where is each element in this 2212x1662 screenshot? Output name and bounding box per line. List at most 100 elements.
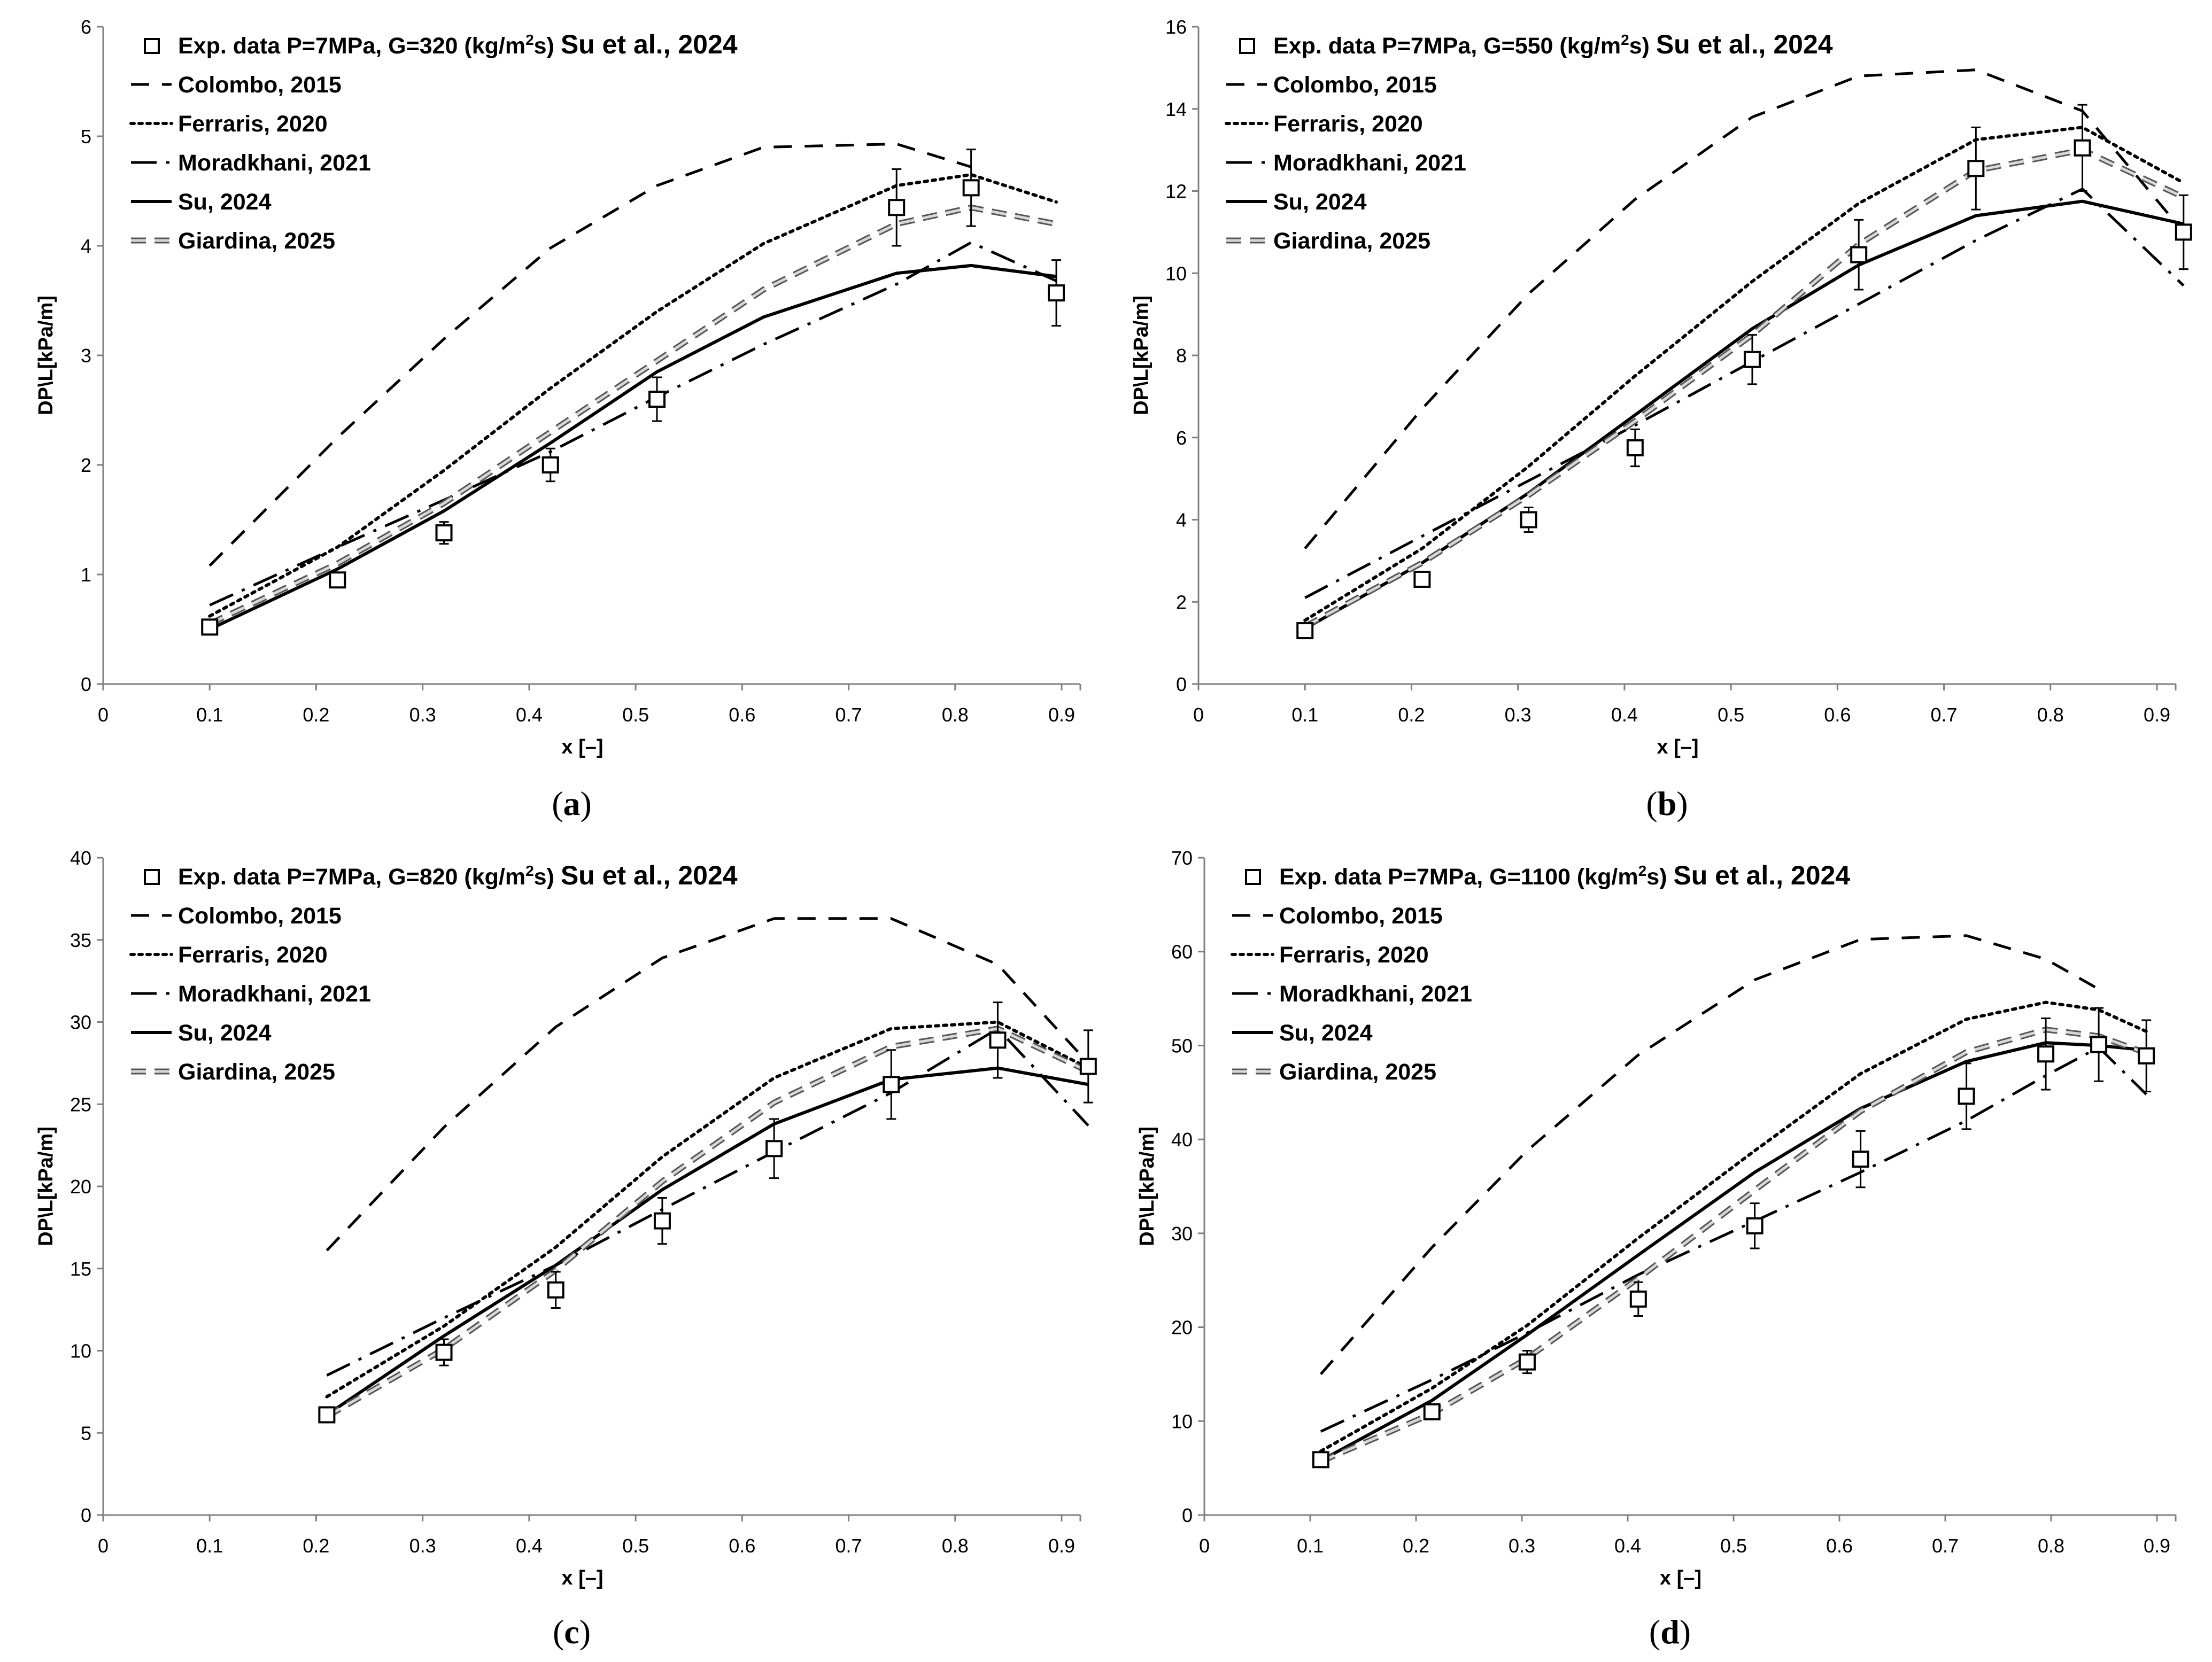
series-line-moradkhani bbox=[326, 1027, 1089, 1377]
legend-label-giardina: Giardina, 2025 bbox=[178, 1059, 335, 1085]
legend-marker-exp bbox=[1245, 869, 1261, 885]
x-axis-title: x [–] bbox=[561, 736, 603, 758]
exp-data-point bbox=[2074, 139, 2091, 157]
x-tick-label: 0.5 bbox=[1720, 1535, 1747, 1557]
y-tick-label: 0 bbox=[81, 1504, 91, 1526]
legend-label-exp: Exp. data P=7MPa, G=820 (kg/m2s) Su et a… bbox=[178, 860, 738, 890]
legend-label-exp: Exp. data P=7MPa, G=550 (kg/m2s) Su et a… bbox=[1273, 29, 1833, 59]
x-tick-label: 0.9 bbox=[1048, 704, 1075, 726]
exp-data-point bbox=[1413, 570, 1431, 588]
series-line-ferraris bbox=[1319, 1000, 2148, 1453]
x-tick-label: 0.3 bbox=[1509, 1535, 1535, 1557]
x-tick-label: 0.7 bbox=[1932, 1535, 1959, 1557]
x-tick-label: 0.8 bbox=[942, 1535, 969, 1557]
exp-data-point bbox=[1312, 1451, 1329, 1469]
x-tick-label: 0.1 bbox=[1291, 704, 1318, 726]
x-tick-label: 0.4 bbox=[516, 1535, 543, 1557]
series-line-su bbox=[1304, 199, 2184, 630]
y-tick-label: 10 bbox=[1171, 1410, 1193, 1432]
chart-panel-a: 0 1 2 3 4 5 6 0 0.1 0.2 0.3 0.4 0.5 0.6 0.7 0.8 0.9 x [–]… bbox=[35, 16, 1081, 822]
x-tick-label: 0.6 bbox=[1824, 704, 1851, 726]
legend-label-ferraris: Ferraris, 2020 bbox=[1279, 942, 1429, 968]
x-tick-label: 0.5 bbox=[622, 704, 649, 726]
series-line-giardina-outer bbox=[1319, 1027, 2148, 1464]
x-tick-label: 0.7 bbox=[836, 704, 862, 726]
x-tick-label: 0 bbox=[98, 1535, 109, 1557]
y-tick-label: 30 bbox=[70, 1012, 91, 1034]
exp-data-point bbox=[318, 1406, 336, 1424]
exp-data-point bbox=[2138, 1047, 2155, 1065]
exp-data-point bbox=[1626, 439, 1644, 456]
legend-label-exp: Exp. data P=7MPa, G=1100 (kg/m2s) Su et … bbox=[1279, 860, 1850, 890]
x-tick-label: 0.3 bbox=[409, 1535, 436, 1557]
exp-data-point bbox=[542, 456, 559, 473]
x-tick-label: 0.3 bbox=[409, 704, 436, 726]
y-tick-label: 60 bbox=[1171, 941, 1193, 963]
legend-label-ferraris: Ferraris, 2020 bbox=[1273, 111, 1423, 137]
series-line-giardina-inner bbox=[1304, 149, 2184, 628]
exp-data-point bbox=[883, 1076, 900, 1093]
exp-data-point bbox=[2090, 1036, 2108, 1053]
series-line-ferraris bbox=[1303, 126, 2185, 622]
y-axis-title: DP\L[kPa/m] bbox=[35, 296, 57, 415]
exp-data-point bbox=[2037, 1045, 2055, 1063]
exp-data-point bbox=[1423, 1403, 1441, 1420]
exp-data-point bbox=[1079, 1058, 1097, 1075]
exp-data-point bbox=[435, 1343, 453, 1361]
x-tick-label: 0 bbox=[98, 704, 109, 726]
legend-label-su: Su, 2024 bbox=[1273, 189, 1367, 215]
legend-label-colombo: Colombo, 2015 bbox=[178, 903, 342, 929]
x-tick-label: 0.6 bbox=[729, 704, 755, 726]
legend-label-moradkhani: Moradkhani, 2021 bbox=[1273, 150, 1466, 176]
x-tick-label: 0.9 bbox=[1048, 1535, 1075, 1557]
y-tick-label: 10 bbox=[70, 1340, 91, 1362]
exp-data-point bbox=[648, 391, 666, 408]
legend-label-moradkhani: Moradkhani, 2021 bbox=[178, 150, 371, 176]
y-tick-label: 70 bbox=[1171, 847, 1193, 869]
exp-data-point bbox=[1629, 1290, 1647, 1308]
exp-data-point bbox=[989, 1031, 1007, 1049]
exp-data-point bbox=[1746, 1217, 1764, 1234]
series-line-moradkhani bbox=[209, 241, 1057, 607]
series-line-colombo bbox=[326, 917, 1089, 1252]
y-tick-label: 3 bbox=[81, 345, 91, 367]
y-axis-title: DP\L[kPa/m] bbox=[1130, 296, 1153, 415]
legend-marker-exp bbox=[1239, 38, 1255, 54]
y-tick-label: 25 bbox=[70, 1093, 91, 1115]
y-tick-label: 2 bbox=[81, 454, 91, 476]
series-line-giardina-inner bbox=[209, 206, 1057, 625]
exp-data-point bbox=[201, 618, 219, 636]
y-tick-label: 6 bbox=[81, 16, 91, 38]
panel-label: (d) bbox=[1649, 1613, 1691, 1651]
y-tick-label: 35 bbox=[70, 929, 91, 951]
legend-label-ferraris: Ferraris, 2020 bbox=[178, 111, 328, 137]
y-tick-label: 15 bbox=[70, 1258, 91, 1280]
legend-label-su: Su, 2024 bbox=[178, 189, 272, 215]
x-tick-label: 0 bbox=[1193, 704, 1204, 726]
panel-label: (b) bbox=[1646, 785, 1688, 822]
series-line-giardina bbox=[325, 1026, 1090, 1419]
panel-label: (c) bbox=[553, 1613, 591, 1651]
legend-label-giardina: Giardina, 2025 bbox=[1279, 1059, 1436, 1085]
legend-marker-exp bbox=[144, 869, 160, 885]
series-line-giardina bbox=[208, 204, 1057, 627]
y-tick-label: 8 bbox=[1176, 345, 1187, 367]
x-tick-label: 0.4 bbox=[1614, 1535, 1641, 1557]
legend: Exp. data P=7MPa, G=1100 (kg/m2s) Su et … bbox=[1231, 860, 1850, 1085]
y-tick-label: 20 bbox=[1171, 1317, 1193, 1339]
x-axis-title: x [–] bbox=[1660, 1567, 1701, 1589]
exp-data-point bbox=[765, 1140, 783, 1158]
x-tick-label: 0.5 bbox=[622, 1535, 649, 1557]
legend-label-giardina: Giardina, 2025 bbox=[178, 228, 335, 254]
x-tick-label: 0 bbox=[1199, 1535, 1210, 1557]
panel-label: (a) bbox=[552, 785, 592, 822]
legend: Exp. data P=7MPa, G=550 (kg/m2s) Su et a… bbox=[1225, 29, 1833, 254]
exp-data-point bbox=[1850, 246, 1868, 263]
x-tick-label: 0.2 bbox=[303, 704, 329, 726]
y-tick-label: 6 bbox=[1176, 427, 1187, 449]
x-axis-title: x [–] bbox=[1657, 736, 1698, 758]
exp-data-point bbox=[1852, 1151, 1869, 1168]
y-axis-title: DP\L[kPa/m] bbox=[1136, 1127, 1158, 1246]
y-tick-label: 40 bbox=[70, 847, 91, 869]
